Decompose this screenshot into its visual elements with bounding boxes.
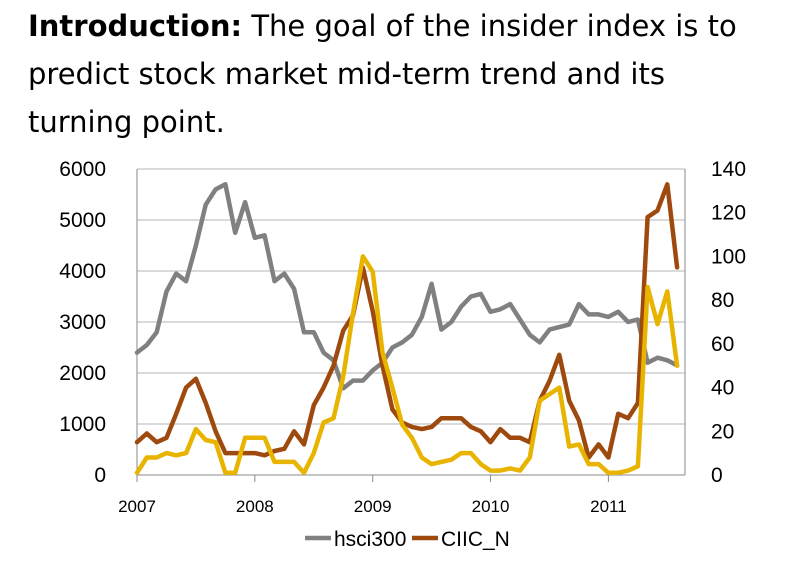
y-left-tick-label: 3000 [59,311,106,334]
y-left-tick-label: 6000 [59,158,106,181]
y-left-tick-label: 4000 [59,260,106,283]
intro-body: The goal of the insider index is to pred… [28,9,737,139]
x-tick-label: 2008 [236,497,274,516]
x-tick-label: 2007 [118,497,156,516]
y-right-tick-label: 140 [711,158,746,181]
gridlines [137,168,685,476]
y-right-tick-label: 0 [711,464,723,487]
series-lines [134,182,680,476]
y-left-tick-label: 0 [94,464,106,487]
y-right-tick-label: 60 [711,333,734,356]
series-line-hsci300 [134,182,680,391]
intro-heading: Introduction: [28,9,243,43]
y-left-tick-label: 2000 [59,362,106,385]
series-line-ciic_n [134,182,680,460]
y-right-tick-label: 80 [711,289,734,312]
y-right-tick-label: 40 [711,377,734,400]
legend: hsci300 CIIC_N [305,528,510,551]
series-line-unlabeled-2 [134,254,680,476]
y-right-tick-label: 100 [711,245,746,268]
x-tick-label: 2011 [590,497,627,516]
legend-label: hsci300 [334,528,406,551]
y-left-tick-label: 5000 [59,209,106,232]
axes: 0 1000 2000 3000 4000 5000 6000 0 20 40 60 80 100 120… [59,158,746,516]
y-left-tick-label: 1000 [59,413,106,436]
legend-label: CIIC_N [441,528,510,551]
y-right-tick-label: 20 [711,420,734,443]
y-right-tick-label: 120 [711,202,746,225]
x-tick-label: 2009 [354,497,392,516]
intro-paragraph: Introduction: The goal of the insider in… [28,2,778,146]
x-tick-label: 2010 [472,497,510,516]
